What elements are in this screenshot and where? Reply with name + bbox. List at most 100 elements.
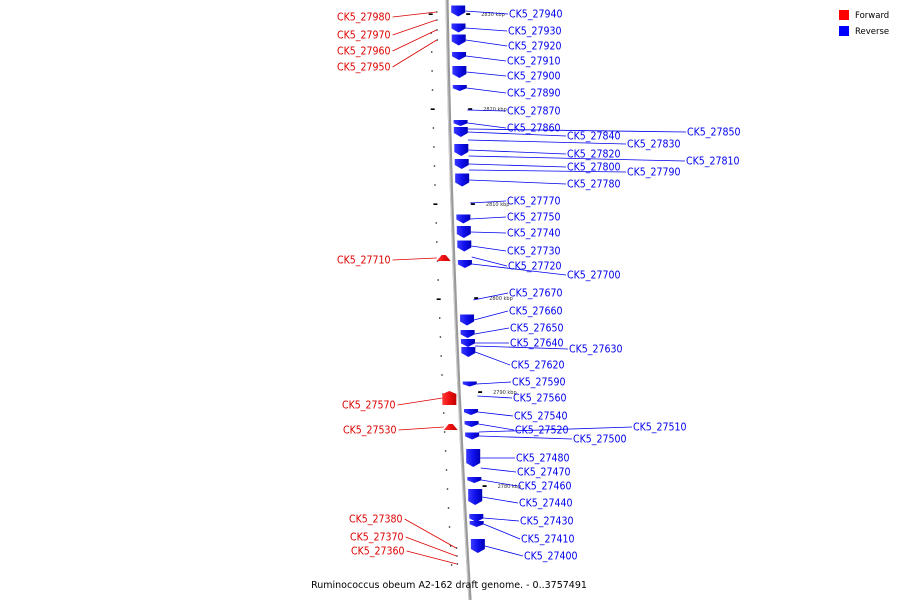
gene-label[interactable]: CK5_27980: [337, 12, 391, 24]
legend-reverse-label: Reverse: [855, 27, 889, 37]
gene-label[interactable]: CK5_27840: [567, 131, 621, 143]
gene-arrow-reverse[interactable]: [454, 159, 469, 169]
gene-arrow-reverse[interactable]: [453, 127, 468, 137]
gene-arrow-reverse[interactable]: [452, 52, 467, 60]
gene-label[interactable]: CK5_27860: [507, 123, 561, 135]
gene-label[interactable]: CK5_27620: [511, 360, 565, 372]
gene-arrow-reverse[interactable]: [469, 521, 484, 527]
gene-label[interactable]: CK5_27920: [508, 41, 562, 53]
gene-label[interactable]: CK5_27720: [508, 261, 562, 273]
gene-arrow-reverse[interactable]: [463, 409, 478, 415]
gene-label[interactable]: CK5_27900: [507, 71, 561, 83]
gene-arrow-reverse[interactable]: [456, 226, 471, 238]
gene-leader-line: [468, 149, 567, 155]
gene-label[interactable]: CK5_27520: [515, 425, 569, 437]
gene-arrow-reverse[interactable]: [454, 144, 469, 156]
gene-label[interactable]: CK5_27590: [512, 377, 566, 389]
minor-tick: [450, 564, 453, 566]
gene-arrow-reverse[interactable]: [468, 489, 483, 505]
gene-arrow-reverse[interactable]: [464, 421, 479, 427]
gene-label[interactable]: CK5_27730: [507, 246, 561, 258]
gene-label[interactable]: CK5_27910: [507, 56, 561, 68]
gene-label[interactable]: CK5_27740: [507, 228, 561, 240]
gene-label[interactable]: CK5_27470: [517, 467, 571, 479]
gene-label[interactable]: CK5_27790: [627, 167, 681, 179]
tick-label: 2830 kbp: [481, 12, 505, 18]
gene-label[interactable]: CK5_27850: [687, 127, 741, 139]
gene-label[interactable]: CK5_27570: [342, 400, 396, 412]
gene-marker-forward[interactable]: [456, 547, 458, 549]
gene-label[interactable]: CK5_27410: [521, 534, 575, 546]
gene-label[interactable]: CK5_27650: [510, 323, 564, 335]
gene-label[interactable]: CK5_27510: [633, 422, 687, 434]
gene-label[interactable]: CK5_27370: [350, 532, 404, 544]
gene-arrow-forward[interactable]: [442, 391, 457, 405]
gene-leader-line: [465, 55, 507, 62]
gene-label[interactable]: CK5_27710: [337, 255, 391, 267]
gene-label[interactable]: CK5_27970: [337, 30, 391, 42]
gene-label[interactable]: CK5_27960: [337, 46, 391, 58]
gene-arrow-reverse[interactable]: [456, 214, 471, 224]
gene-label[interactable]: CK5_27800: [567, 162, 621, 174]
gene-marker-forward[interactable]: [436, 39, 438, 41]
gene-marker-forward[interactable]: [436, 29, 438, 31]
gene-label[interactable]: CK5_27360: [351, 546, 405, 558]
gene-arrow-forward[interactable]: [436, 255, 451, 261]
gene-arrow-reverse[interactable]: [469, 514, 484, 522]
gene-arrow-reverse[interactable]: [451, 5, 466, 17]
gene-arrow-reverse[interactable]: [460, 339, 475, 347]
gene-arrow-forward[interactable]: [443, 424, 458, 430]
gene-arrow-reverse[interactable]: [452, 66, 467, 78]
gene-leader-line: [477, 411, 514, 417]
gene-arrow-reverse[interactable]: [451, 34, 466, 46]
gene-label[interactable]: CK5_27630: [569, 344, 623, 356]
gene-label[interactable]: CK5_27950: [337, 62, 391, 74]
gene-arrow-reverse[interactable]: [453, 120, 468, 126]
gene-label[interactable]: CK5_27940: [509, 9, 563, 21]
gene-label[interactable]: CK5_27530: [343, 425, 397, 437]
gene-marker-forward[interactable]: [436, 11, 438, 13]
gene-label[interactable]: CK5_27870: [507, 106, 561, 118]
gene-label[interactable]: CK5_27830: [627, 139, 681, 151]
gene-arrow-reverse[interactable]: [465, 432, 480, 440]
gene-label[interactable]: CK5_27560: [513, 393, 567, 405]
gene-label[interactable]: CK5_27540: [514, 411, 568, 423]
gene-label[interactable]: CK5_27750: [507, 212, 561, 224]
gene-label[interactable]: CK5_27500: [573, 434, 627, 446]
gene-arrow-reverse[interactable]: [462, 381, 477, 387]
gene-label[interactable]: CK5_27430: [520, 516, 574, 528]
gene-leader-line: [470, 216, 507, 220]
gene-arrow-reverse[interactable]: [451, 23, 466, 33]
gene-arrow-reverse[interactable]: [470, 539, 485, 553]
gene-arrow-reverse[interactable]: [466, 449, 481, 467]
gene-label[interactable]: CK5_27700: [567, 270, 621, 282]
gene-arrow-reverse[interactable]: [460, 330, 475, 338]
gene-arrow-reverse[interactable]: [457, 260, 472, 268]
gene-leader-line: [468, 155, 686, 162]
gene-marker-forward[interactable]: [456, 555, 458, 557]
gene-label[interactable]: CK5_27380: [349, 514, 403, 526]
gene-marker-forward[interactable]: [456, 563, 459, 565]
gene-label[interactable]: CK5_27640: [510, 338, 564, 350]
minor-tick: [446, 488, 449, 490]
gene-label[interactable]: CK5_27930: [508, 26, 562, 38]
gene-label[interactable]: CK5_27460: [518, 481, 572, 493]
gene-label[interactable]: CK5_27780: [567, 179, 621, 191]
gene-arrow-reverse[interactable]: [467, 477, 482, 483]
gene-arrow-reverse[interactable]: [461, 347, 476, 357]
gene-arrow-reverse[interactable]: [460, 314, 475, 326]
gene-label[interactable]: CK5_27770: [507, 196, 561, 208]
gene-arrow-reverse[interactable]: [452, 85, 467, 91]
gene-label[interactable]: CK5_27810: [686, 156, 740, 168]
gene-label[interactable]: CK5_27400: [524, 551, 578, 563]
gene-label[interactable]: CK5_27820: [567, 149, 621, 161]
gene-arrow-reverse[interactable]: [455, 173, 470, 187]
gene-label[interactable]: CK5_27890: [507, 88, 561, 100]
gene-marker-forward[interactable]: [436, 19, 438, 21]
gene-arrow-reverse[interactable]: [457, 240, 472, 252]
gene-label[interactable]: CK5_27440: [519, 498, 573, 510]
gene-label[interactable]: CK5_27670: [509, 288, 563, 300]
legend: Forward Reverse: [839, 10, 889, 37]
gene-label[interactable]: CK5_27480: [516, 453, 570, 465]
gene-label[interactable]: CK5_27660: [509, 306, 563, 318]
